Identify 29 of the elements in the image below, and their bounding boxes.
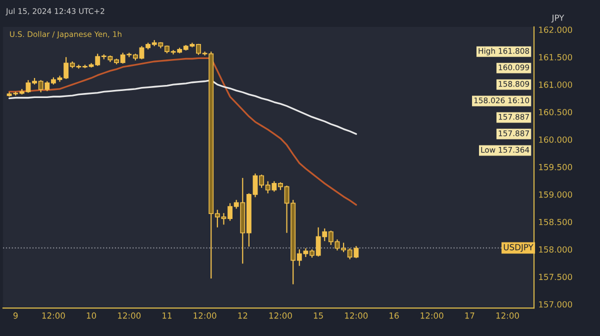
y-tick-label: 158.000 [539, 246, 572, 253]
y-tick-label: 160.000 [539, 136, 572, 143]
y-tick-label: 159.500 [539, 164, 572, 170]
x-tick-label: 10 [86, 312, 96, 319]
x-tick-label: 17 [465, 312, 474, 319]
y-tick-label: 161.500 [539, 54, 572, 60]
x-tick-label: 11 [162, 312, 172, 319]
x-tick-label: 12:00 [496, 312, 519, 319]
y-tick-label: 159.000 [539, 191, 572, 198]
x-tick-label: 12:00 [269, 312, 292, 319]
x-tick-label: 15 [314, 312, 323, 319]
x-tick-label: 12:00 [118, 312, 141, 319]
y-tick-label: 158.500 [539, 218, 572, 226]
x-tick-label: 12:00 [42, 312, 65, 319]
x-tick-label: 16 [390, 312, 399, 319]
x-tick-label: 12:00 [194, 312, 216, 319]
y-tick-label: 161.000 [539, 82, 572, 88]
y-tick-label: 157.500 [539, 274, 572, 280]
x-tick-label: 12:00 [345, 312, 368, 319]
line-series [8, 57, 357, 206]
y-tick-label: 157.000 [539, 301, 572, 308]
x-tick-label: 12 [238, 312, 248, 319]
x-tick-label: 12:00 [420, 312, 444, 319]
line-series [8, 79, 357, 135]
x-tick-label: 9 [13, 312, 18, 319]
y-tick-label: 162.000 [539, 26, 572, 33]
ref-line-label: USDJPY [504, 244, 534, 252]
y-axis-title: JPY [551, 14, 564, 22]
y-tick-label: 160.500 [539, 109, 572, 116]
